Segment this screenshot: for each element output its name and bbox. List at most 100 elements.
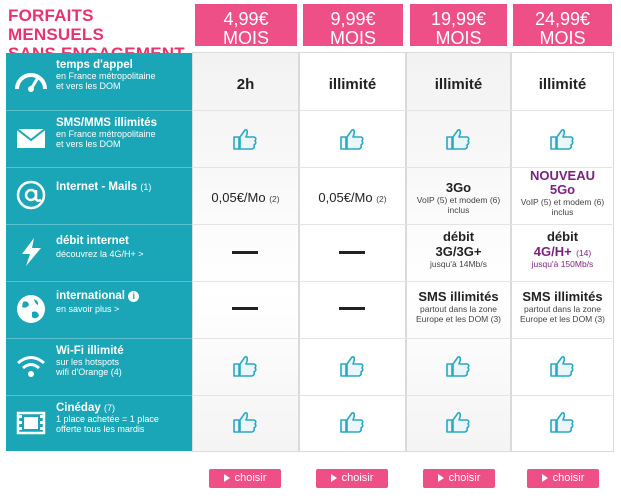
thumbs-up-icon: [233, 356, 257, 377]
feature-speed[interactable]: débit internet découvrez la 4G/H+ >: [6, 224, 192, 281]
feature-label: Internet - Mails (1): [56, 181, 188, 193]
feature-calls[interactable]: temps d'appel en France métropolitaine e…: [6, 53, 192, 110]
not-included-dash: [232, 307, 258, 310]
thumbs-up-icon: [446, 129, 470, 150]
calls-plan-3: illimité: [434, 76, 483, 93]
speed-value-line: 4G/H+ (14): [511, 244, 614, 259]
calls-plan-4: illimité: [538, 76, 587, 93]
row-divider: [192, 224, 612, 225]
feature-note: (1): [140, 182, 152, 192]
play-arrow-icon: [437, 474, 444, 483]
feature-cineday[interactable]: Cinéday (7) 1 place achetée = 1 place of…: [6, 395, 192, 451]
thumbs-up-icon: [550, 412, 574, 433]
feature-label: international i: [56, 290, 188, 302]
not-included-dash: [339, 307, 365, 310]
intl-sub: partout dans la zone: [523, 304, 602, 314]
choose-button-plan-2[interactable]: choisir: [316, 469, 388, 488]
feature-internet[interactable]: Internet - Mails (1): [6, 167, 192, 224]
not-included-dash: [339, 251, 365, 254]
speed-label: débit: [442, 229, 475, 244]
feature-name: international: [56, 290, 126, 302]
internet-value: 0,05€/Mo: [211, 190, 266, 205]
intl-plan-3: SMS illimités partout dans la zone Europ…: [406, 289, 511, 324]
feature-label: Wi-Fi illimité: [56, 345, 124, 357]
feature-label: débit internet: [56, 235, 129, 247]
row-divider: [192, 110, 612, 111]
internet-note: (2): [269, 194, 280, 204]
internet-value: 0,05€/Mo: [318, 190, 373, 205]
thumbs-up-icon: [550, 129, 574, 150]
row-divider: [192, 338, 612, 339]
speedometer-icon: [15, 73, 47, 92]
not-included-dash: [232, 251, 258, 254]
feature-sms[interactable]: SMS/MMS illimités en France métropolitai…: [6, 110, 192, 167]
plan-column-3: [406, 52, 511, 452]
calls-plan-1: 2h: [236, 76, 255, 93]
plan-header-2: 9,99€ MOIS: [303, 4, 403, 48]
plan-header-3: 19,99€ MOIS: [410, 4, 507, 48]
thumbs-up-icon: [340, 356, 364, 377]
feature-name: Cinéday: [56, 402, 101, 414]
thumbs-up-icon: [446, 356, 470, 377]
globe-icon: [17, 295, 45, 323]
plan-unit: MOIS: [539, 28, 586, 48]
speed-plan-3: débit 3G/3G+ jusqu'à 14Mb/s: [406, 229, 511, 269]
row-divider: [192, 395, 612, 396]
choose-label: choisir: [234, 472, 267, 484]
feature-sub: et vers les DOM: [56, 139, 121, 149]
choose-button-plan-3[interactable]: choisir: [423, 469, 495, 488]
plan-unit: MOIS: [329, 28, 376, 48]
speed-note: (14): [576, 248, 592, 258]
plan-price: 19,99€: [430, 9, 487, 29]
thumbs-up-icon: [446, 412, 470, 433]
choose-label: choisir: [341, 472, 374, 484]
feature-sub: et vers les DOM: [56, 81, 121, 91]
choose-button-plan-4[interactable]: choisir: [527, 469, 599, 488]
feature-link[interactable]: découvrez la 4G/H+ >: [56, 249, 144, 259]
thumbs-up-icon: [340, 129, 364, 150]
plan-column-4: [511, 52, 614, 452]
internet-note: (2): [376, 194, 387, 204]
speed-sub: jusqu'à 150Mb/s: [531, 259, 594, 269]
intl-plan-4: SMS illimités partout dans la zone Europ…: [511, 289, 614, 324]
intl-sub: Europe et les DOM (3): [415, 314, 502, 324]
row-divider: [192, 167, 612, 168]
plan-unit: MOIS: [435, 28, 482, 48]
feature-sub: en France métropolitaine: [56, 129, 156, 139]
feature-sub: sur les hotspots: [56, 357, 120, 367]
feature-wifi[interactable]: Wi-Fi illimité sur les hotspots wifi d'O…: [6, 338, 192, 395]
feature-label: SMS/MMS illimités: [56, 117, 157, 129]
internet-sub: inclus: [551, 207, 574, 217]
internet-plan-1: 0,05€/Mo (2): [192, 190, 299, 205]
calls-plan-2: illimité: [328, 76, 377, 93]
plan-header-4: 24,99€ MOIS: [513, 4, 612, 48]
feature-international[interactable]: international i en savoir plus >: [6, 281, 192, 338]
plan-header-1: 4,99€ MOIS: [195, 4, 297, 48]
info-icon[interactable]: i: [128, 291, 140, 302]
internet-plan-3: 3Go VoIP (5) et modem (6) inclus: [406, 180, 511, 215]
choose-label: choisir: [552, 472, 585, 484]
feature-sub: offerte tous les mardis: [56, 424, 145, 434]
choose-label: choisir: [448, 472, 481, 484]
plan-price: 4,99€: [223, 9, 269, 29]
thumbs-up-icon: [340, 412, 364, 433]
intl-sub: Europe et les DOM (3): [519, 314, 606, 324]
speed-value: 4G/H+: [533, 244, 572, 259]
feature-link[interactable]: en savoir plus >: [56, 304, 120, 314]
choose-button-plan-1[interactable]: choisir: [209, 469, 281, 488]
feature-sub: 1 place achetée = 1 place: [56, 414, 159, 424]
internet-sub: inclus: [447, 205, 470, 215]
feature-note: (7): [103, 403, 115, 413]
feature-name: Internet - Mails: [56, 181, 138, 193]
feature-sub: wifi d'Orange (4): [56, 367, 122, 377]
intl-value: SMS illimités: [522, 289, 603, 304]
new-badge: NOUVEAU: [529, 168, 595, 183]
feature-sidebar: temps d'appel en France métropolitaine e…: [6, 53, 192, 451]
speed-value: 3G/3G+: [435, 244, 482, 259]
envelope-icon: [16, 128, 46, 148]
play-arrow-icon: [223, 474, 230, 483]
feature-sub: en France métropolitaine: [56, 71, 156, 81]
play-arrow-icon: [330, 474, 337, 483]
thumbs-up-icon: [233, 412, 257, 433]
row-divider: [192, 281, 612, 282]
